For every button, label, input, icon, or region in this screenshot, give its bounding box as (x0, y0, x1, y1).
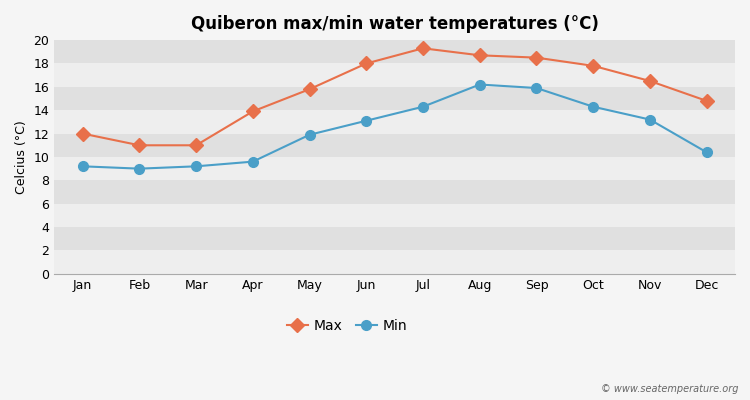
Min (78, 164, 87, 169)
Line: Max: Max (78, 44, 712, 150)
Max (702, 98, 711, 103)
Min (419, 104, 428, 109)
Bar (54, 40, 735, 64)
Max (476, 53, 484, 58)
Max (191, 143, 200, 148)
Min (305, 132, 314, 137)
Max (362, 61, 370, 66)
Title: Quiberon max/min water temperatures (°C): Quiberon max/min water temperatures (°C) (190, 15, 598, 33)
Min (702, 150, 711, 155)
Max (532, 55, 541, 60)
Y-axis label: Celcius (°C): Celcius (°C) (15, 120, 28, 194)
Max (305, 87, 314, 92)
Max (646, 79, 655, 84)
Min (476, 82, 484, 87)
Bar (54, 110, 735, 134)
Max (135, 143, 144, 148)
Line: Min: Min (78, 80, 712, 174)
Bar (54, 134, 735, 157)
Legend: Max, Min: Max, Min (281, 314, 412, 338)
Bar (54, 157, 735, 180)
Bar (54, 64, 735, 87)
Min (248, 159, 257, 164)
Bar (54, 87, 735, 110)
Bar (54, 204, 735, 227)
Bar (54, 180, 735, 204)
Max (589, 64, 598, 68)
Bar (54, 250, 735, 274)
Max (78, 131, 87, 136)
Max (419, 46, 428, 51)
Min (191, 164, 200, 169)
Bar (54, 227, 735, 250)
Min (646, 117, 655, 122)
Min (135, 166, 144, 171)
Min (532, 86, 541, 90)
Min (362, 118, 370, 123)
Min (589, 104, 598, 109)
Text: © www.seatemperature.org: © www.seatemperature.org (602, 384, 739, 394)
Max (248, 109, 257, 114)
